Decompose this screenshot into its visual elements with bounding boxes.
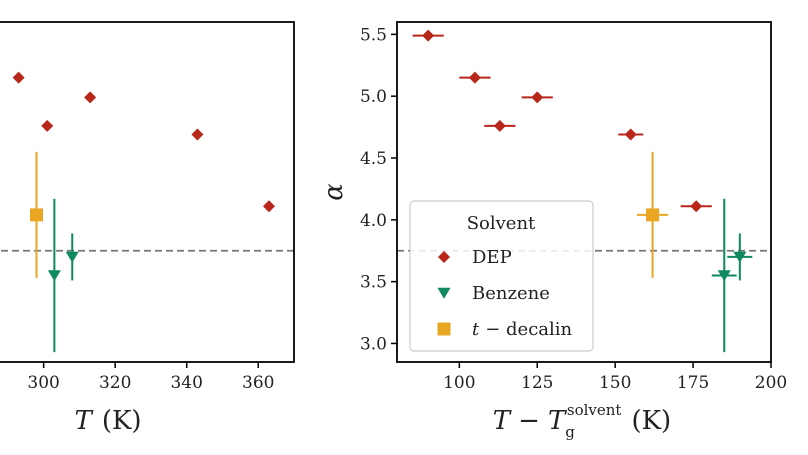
right-benzene-point-1: [733, 251, 747, 263]
right-x-tick-label-175: 175: [677, 373, 709, 393]
right-axes-frame: [396, 21, 772, 363]
left-dep-point-4: [262, 200, 275, 213]
legend-entry-t-decalin: t − decalin: [437, 319, 573, 340]
legend-box: [409, 200, 594, 352]
legend-entries: DEP Benzene t − decalin: [437, 247, 573, 340]
right-y-tick-label-5: 5.0: [360, 87, 387, 107]
right-x-axis-label: T − Tg solvent (K): [493, 401, 671, 441]
right-benzene-point-0: [717, 270, 731, 282]
right-data-marks: [412, 29, 753, 353]
right-x-axis-minus: −: [518, 406, 540, 436]
legend-marker-t-decalin: [437, 322, 451, 336]
left-data-marks: [12, 71, 275, 353]
right-x-axis-superscript: solvent: [567, 401, 622, 419]
left-panel: 300 320 340 360 T (K): [0, 21, 295, 436]
right-x-tick-label-200: 200: [755, 373, 787, 393]
right-dep-point-4: [624, 128, 637, 141]
right-x-axis-var: T: [493, 406, 512, 436]
legend-marker-dep: [438, 251, 450, 263]
right-x-ticks: 100 125 150 175 200: [443, 362, 787, 393]
legend-marker-shape-benzene: [437, 287, 451, 299]
right-y-tick-label-5.5: 5.5: [360, 25, 387, 45]
legend-entry-benzene: Benzene: [437, 283, 550, 304]
right-x-tick-label-150: 150: [599, 373, 631, 393]
left-x-axis-unit: (K): [102, 406, 142, 436]
left-x-tick-label-300: 300: [27, 373, 59, 393]
right-dep-point-5: [690, 200, 703, 213]
right-t-decalin-point-0: [646, 208, 660, 222]
right-y-tick-label-4: 4.0: [360, 211, 387, 231]
right-dep-point-2: [493, 119, 506, 132]
right-y-tick-label-3.5: 3.5: [360, 273, 387, 293]
right-dep-point-1: [468, 71, 481, 84]
right-panel: 100 125 150 175 200 3.0 3.5 4.0 4.5 5.0 5.5 α T − T…: [319, 21, 787, 441]
legend: Solvent DEP Benzene t − decalin: [409, 200, 594, 352]
legend-title: Solvent: [467, 213, 536, 234]
left-x-tick-label-360: 360: [242, 373, 274, 393]
right-x-axis-var2: T: [548, 406, 567, 436]
legend-marker-benzene: [437, 287, 451, 299]
left-t-decalin-point-0: [29, 208, 43, 222]
left-benzene-point-1: [65, 251, 79, 263]
left-dep-point-0: [12, 71, 25, 84]
left-x-ticks: 300 320 340 360: [27, 362, 274, 393]
right-x-axis-unit: (K): [631, 406, 671, 436]
legend-marker-shape-t-decalin: [437, 322, 451, 336]
left-x-axis-label: T (K): [74, 406, 141, 436]
legend-label-benzene: Benzene: [472, 283, 550, 304]
right-x-tick-label-125: 125: [521, 373, 553, 393]
left-x-tick-label-340: 340: [170, 373, 202, 393]
right-y-tick-label-3: 3.0: [360, 334, 387, 354]
legend-label-dep: DEP: [472, 247, 512, 268]
left-dep-point-3: [191, 128, 204, 141]
left-x-tick-label-320: 320: [99, 373, 131, 393]
right-dep-point-0: [422, 29, 435, 42]
left-dep-point-2: [84, 91, 97, 104]
legend-label-t-decalin-rest: − decalin: [485, 319, 572, 340]
right-y-tick-label-4.5: 4.5: [360, 149, 387, 169]
right-y-axis-label: α: [319, 183, 349, 201]
right-y-ticks: 3.0 3.5 4.0 4.5 5.0 5.5: [360, 25, 397, 354]
legend-label-t-decalin-italic: t: [472, 319, 480, 340]
left-axes-frame: [0, 21, 295, 363]
left-dep-point-1: [41, 119, 54, 132]
legend-label-t-decalin: t − decalin: [472, 319, 573, 340]
right-dep-point-3: [531, 91, 544, 104]
right-x-axis-subscript: g: [565, 423, 575, 441]
left-benzene-point-0: [47, 270, 61, 282]
right-x-tick-label-100: 100: [443, 373, 475, 393]
legend-marker-shape-dep: [438, 251, 450, 263]
left-x-axis-var: T: [74, 406, 93, 436]
legend-entry-dep: DEP: [438, 247, 512, 268]
